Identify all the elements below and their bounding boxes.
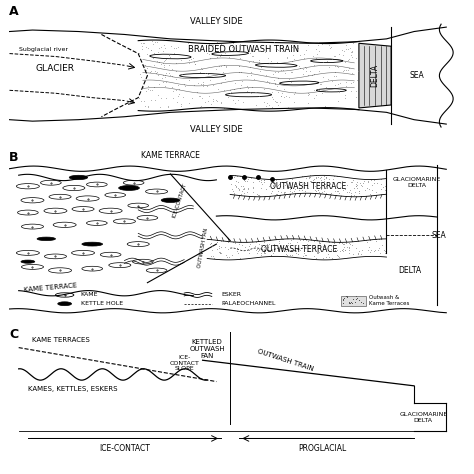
Ellipse shape bbox=[255, 64, 297, 67]
Text: KETTLE HOLE: KETTLE HOLE bbox=[81, 301, 123, 306]
Ellipse shape bbox=[127, 242, 149, 246]
Ellipse shape bbox=[21, 260, 35, 263]
Ellipse shape bbox=[72, 250, 94, 255]
Text: OUTWASH FAN: OUTWASH FAN bbox=[197, 228, 209, 268]
Ellipse shape bbox=[58, 302, 72, 306]
Text: GLACIOMARINE
DELTA: GLACIOMARINE DELTA bbox=[392, 177, 440, 188]
Ellipse shape bbox=[45, 254, 66, 259]
Text: VALLEY SIDE: VALLEY SIDE bbox=[190, 126, 243, 135]
Text: SEA: SEA bbox=[409, 71, 424, 80]
Text: SEA: SEA bbox=[431, 231, 447, 240]
Bar bbox=[340, 296, 366, 306]
Ellipse shape bbox=[86, 182, 107, 187]
Ellipse shape bbox=[113, 219, 136, 224]
Text: A: A bbox=[9, 5, 18, 18]
Ellipse shape bbox=[40, 180, 61, 185]
Ellipse shape bbox=[180, 73, 226, 78]
Ellipse shape bbox=[146, 268, 167, 273]
Text: Subglacial river: Subglacial river bbox=[18, 46, 68, 52]
Ellipse shape bbox=[310, 59, 343, 63]
Text: B: B bbox=[9, 151, 18, 164]
Text: DELTA: DELTA bbox=[371, 64, 380, 87]
Text: OUTWASH TERRACE: OUTWASH TERRACE bbox=[270, 182, 346, 191]
Ellipse shape bbox=[49, 194, 71, 199]
Polygon shape bbox=[359, 43, 391, 108]
Ellipse shape bbox=[17, 250, 39, 255]
Text: KAME TERRACES: KAME TERRACES bbox=[32, 337, 90, 343]
Ellipse shape bbox=[37, 237, 55, 241]
Ellipse shape bbox=[21, 198, 44, 203]
Ellipse shape bbox=[226, 92, 272, 97]
Ellipse shape bbox=[44, 208, 67, 213]
Ellipse shape bbox=[63, 185, 85, 191]
Text: KAME: KAME bbox=[81, 292, 98, 298]
Text: KAME TERRACE: KAME TERRACE bbox=[23, 283, 77, 293]
Ellipse shape bbox=[82, 242, 102, 246]
Text: Outwash &
Kame Terraces: Outwash & Kame Terraces bbox=[369, 295, 410, 306]
Ellipse shape bbox=[105, 192, 126, 197]
Text: GLACIOMARINE
DELTA: GLACIOMARINE DELTA bbox=[399, 412, 447, 422]
Ellipse shape bbox=[72, 207, 94, 211]
Ellipse shape bbox=[280, 81, 319, 85]
Ellipse shape bbox=[123, 181, 144, 185]
Text: OUTWASH TERRACE: OUTWASH TERRACE bbox=[261, 245, 337, 254]
Ellipse shape bbox=[109, 263, 131, 268]
Ellipse shape bbox=[18, 210, 38, 215]
Ellipse shape bbox=[150, 54, 191, 59]
Ellipse shape bbox=[86, 221, 107, 226]
Ellipse shape bbox=[17, 183, 39, 189]
Ellipse shape bbox=[100, 252, 121, 257]
Ellipse shape bbox=[69, 175, 88, 180]
Text: PALAEOCHANNEL: PALAEOCHANNEL bbox=[221, 301, 275, 306]
Ellipse shape bbox=[161, 198, 180, 202]
Ellipse shape bbox=[146, 189, 168, 194]
Text: ICE-CONTACT: ICE-CONTACT bbox=[99, 444, 150, 453]
Ellipse shape bbox=[99, 208, 122, 213]
Text: ICE-
CONTACT
SLOPE: ICE- CONTACT SLOPE bbox=[169, 355, 199, 372]
Ellipse shape bbox=[128, 203, 148, 208]
Ellipse shape bbox=[76, 196, 99, 201]
Ellipse shape bbox=[137, 216, 158, 220]
Text: KAME TERRACE: KAME TERRACE bbox=[141, 151, 200, 160]
Ellipse shape bbox=[132, 259, 153, 264]
Ellipse shape bbox=[21, 224, 44, 229]
Text: PROGLACIAL: PROGLACIAL bbox=[298, 444, 346, 453]
Ellipse shape bbox=[21, 264, 44, 269]
Text: ICE-CONTACT: ICE-CONTACT bbox=[172, 182, 188, 219]
Text: C: C bbox=[9, 328, 18, 340]
Ellipse shape bbox=[212, 52, 248, 55]
Text: KETTLED
OUTWASH
FAN: KETTLED OUTWASH FAN bbox=[190, 339, 225, 359]
Ellipse shape bbox=[118, 185, 139, 191]
Ellipse shape bbox=[316, 89, 346, 92]
Text: GLACIER: GLACIER bbox=[36, 64, 75, 73]
Text: VALLEY SIDE: VALLEY SIDE bbox=[190, 17, 243, 26]
Text: BRAIDED OUTWASH TRAIN: BRAIDED OUTWASH TRAIN bbox=[188, 45, 300, 54]
Text: KAMES, KETTLES, ESKERS: KAMES, KETTLES, ESKERS bbox=[28, 386, 118, 392]
Ellipse shape bbox=[53, 222, 76, 228]
Ellipse shape bbox=[48, 268, 72, 273]
Ellipse shape bbox=[82, 266, 102, 271]
Text: ESKER: ESKER bbox=[221, 292, 241, 298]
Ellipse shape bbox=[55, 293, 74, 297]
Text: DELTA: DELTA bbox=[398, 266, 421, 275]
Text: OUTWASH TRAIN: OUTWASH TRAIN bbox=[256, 348, 314, 372]
